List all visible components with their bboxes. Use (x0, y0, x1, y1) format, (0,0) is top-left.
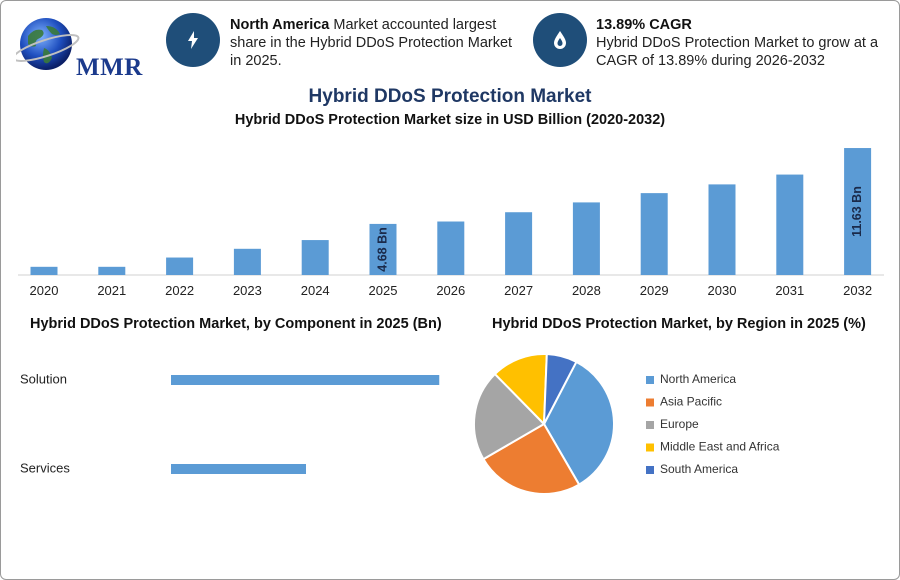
x-tick-label: 2025 (369, 283, 398, 298)
bar-services (171, 464, 306, 474)
x-tick-label: 2032 (843, 283, 872, 298)
bar-2026 (437, 221, 465, 275)
x-tick-label: 2031 (775, 283, 804, 298)
bar-2020 (30, 266, 58, 275)
bar-2032 (844, 148, 872, 275)
legend-label: Europe (660, 417, 699, 431)
component-bar-chart: Solution Services (20, 371, 440, 475)
pie-slice-asia-pacific (482, 422, 581, 495)
legend-label: North America (660, 372, 736, 386)
category-label: Solution (20, 371, 67, 386)
data-label: 4.68 Bn (375, 227, 389, 271)
drop-icon-circle (533, 13, 587, 67)
info-left-body: Market accounted largest share in the Hy… (230, 17, 513, 69)
legend-label: Middle East and Africa (660, 440, 780, 454)
bar-2021 (98, 266, 126, 275)
x-tick-label: 2024 (301, 283, 330, 298)
bar-solution (171, 375, 440, 385)
region-chart-title: Hybrid DDoS Protection Market, by Region… (492, 316, 866, 332)
lightning-icon-circle (166, 13, 220, 67)
x-tick-label: 2020 (30, 283, 59, 298)
info-right-text: 13.89% CAGR Hybrid DDoS Protection Marke… (596, 16, 886, 70)
component-chart-title: Hybrid DDoS Protection Market, by Compon… (30, 316, 442, 332)
x-tick-label: 2028 (572, 283, 601, 298)
x-tick-label: 2029 (640, 283, 669, 298)
pie-slice-middle-east-and-africa (493, 353, 548, 427)
legend-swatch (646, 376, 654, 384)
legend-swatch (646, 466, 654, 474)
x-tick-label: 2030 (708, 283, 737, 298)
data-label: 11.63 Bn (850, 186, 864, 237)
main-title: Hybrid DDoS Protection Market (308, 86, 592, 107)
logo-text: MMR (76, 54, 143, 81)
bar-2025 (369, 223, 397, 275)
info-left-highlight: North America (230, 17, 330, 33)
info-left-text: North America Market accounted largest s… (230, 16, 520, 70)
bar-2029 (640, 193, 668, 275)
bar-2024 (301, 240, 329, 275)
bar-2023 (233, 248, 261, 275)
legend-label: South America (660, 462, 738, 476)
bar-2028 (572, 202, 600, 275)
market-size-bar-chart: 2020 2021 2022 2023 2024 2025 4.68 Bn 2026 2027 2… (18, 148, 884, 298)
bar-2031 (776, 174, 804, 275)
x-tick-label: 2023 (233, 283, 262, 298)
x-tick-label: 2026 (436, 283, 465, 298)
x-tick-label: 2021 (97, 283, 126, 298)
legend-swatch (646, 443, 654, 452)
x-tick-label: 2022 (165, 283, 194, 298)
mmr-logo: MMR (12, 14, 142, 81)
bar-2027 (505, 212, 533, 275)
x-tick-label: 2027 (504, 283, 533, 298)
legend-label: Asia Pacific (660, 395, 722, 409)
info-right-title: 13.89% CAGR (596, 17, 692, 33)
category-label: Services (20, 460, 70, 475)
region-pie-chart: North America Asia Pacific Europe Middle Ea… (473, 353, 780, 495)
legend-swatch (646, 421, 654, 429)
bar-2030 (708, 184, 736, 275)
globe-icon (12, 18, 80, 70)
pie-slice-europe (473, 372, 546, 461)
bar-chart-subtitle: Hybrid DDoS Protection Market size in US… (234, 112, 666, 128)
bar-2022 (166, 257, 194, 275)
pie-slice-south-america (543, 353, 578, 425)
info-right-body: Hybrid DDoS Protection Market to grow at… (596, 35, 879, 69)
drop-icon (554, 31, 566, 49)
legend-swatch (646, 398, 654, 407)
lightning-icon (188, 31, 198, 49)
